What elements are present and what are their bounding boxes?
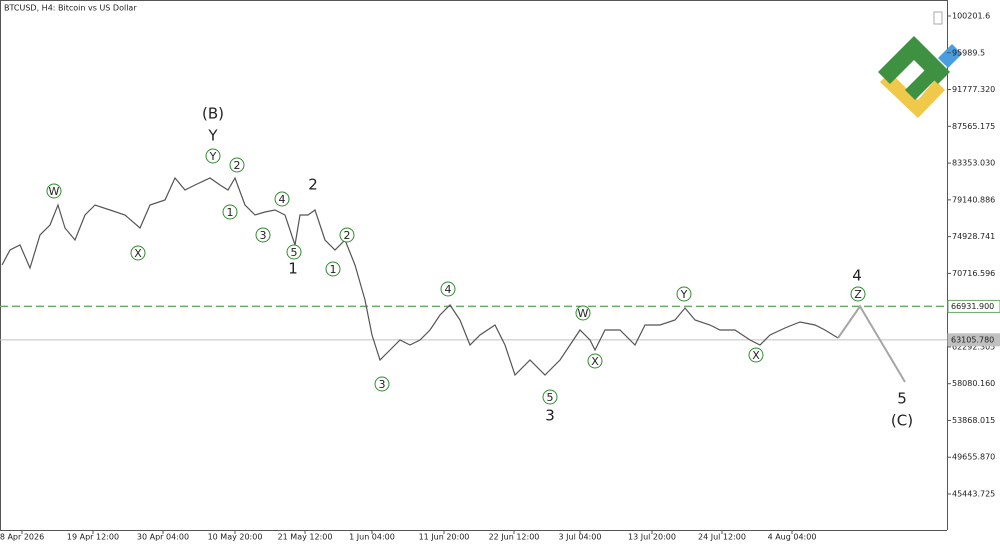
wave-label: 4 — [279, 193, 286, 206]
forecast-line — [837, 304, 906, 383]
y-tick-label: 95989.5 — [952, 48, 985, 57]
y-tick-label: 70716.596 — [952, 269, 995, 278]
wave-label: X — [134, 247, 142, 260]
y-tick-label: 58080.160 — [952, 379, 995, 388]
x-tick-label: 11 Jun 20:00 — [419, 533, 470, 542]
wave-label: Y — [209, 150, 217, 163]
wave-label: (B) — [202, 105, 224, 123]
y-tick-label: 74928.741 — [952, 232, 995, 241]
wave-label: 3 — [260, 229, 267, 242]
scroll-icon — [933, 11, 943, 25]
y-tick-label: 83353.030 — [952, 159, 995, 168]
y-tick-label: 87565.175 — [952, 122, 995, 131]
wave-circle — [339, 227, 355, 243]
wave-circle — [575, 305, 591, 321]
wave-circle — [440, 281, 456, 297]
price-tag-label: 66931.900 — [951, 302, 994, 311]
x-tick-label: 13 Jul 20:00 — [628, 533, 676, 542]
wave-circle — [255, 227, 271, 243]
x-tick-label: 22 Jun 12:00 — [489, 533, 540, 542]
wave-circle — [286, 244, 302, 260]
wave-circle — [222, 204, 238, 220]
wave-circle — [748, 347, 764, 363]
wave-label: 1 — [227, 206, 234, 219]
x-tick-label: 19 Apr 12:00 — [67, 533, 119, 542]
y-tick-label: 91777.320 — [952, 85, 995, 94]
wave-circle — [229, 157, 245, 173]
wave-label: 3 — [545, 407, 555, 425]
x-tick-label: 10 May 20:00 — [208, 533, 263, 542]
wave-label: 5 — [547, 391, 554, 404]
wave-label: 1 — [288, 260, 298, 278]
wave-label: 5 — [291, 246, 298, 259]
wave-label: X — [752, 349, 760, 362]
wave-label: 4 — [445, 283, 452, 296]
y-tick-label: 79140.886 — [952, 195, 995, 204]
x-tick-label: 30 Apr 04:00 — [137, 533, 189, 542]
y-tick-label: 53868.015 — [952, 416, 995, 425]
wave-label: 1 — [330, 263, 337, 276]
wave-label: 2 — [308, 176, 318, 194]
y-tick-label: 62292.305 — [952, 342, 995, 351]
price-line — [1, 176, 839, 377]
price-tag — [947, 333, 1000, 347]
y-tick-label: 49655.870 — [952, 453, 995, 462]
x-tick-label: 8 Apr 2026 — [0, 533, 44, 542]
wave-circle — [542, 389, 558, 405]
wave-circle — [374, 376, 390, 392]
wave-label: W — [578, 307, 589, 320]
wave-circle — [274, 191, 290, 207]
wave-label: X — [591, 355, 599, 368]
wave-label: 3 — [379, 378, 386, 391]
wave-label: Z — [854, 288, 862, 301]
wave-label: Y — [680, 288, 688, 301]
wave-circle — [325, 261, 341, 277]
logo — [878, 36, 962, 118]
wave-label: 2 — [234, 159, 241, 172]
wave-label: (C) — [891, 412, 913, 430]
wave-label: 2 — [344, 229, 351, 242]
wave-circle — [676, 286, 692, 302]
price-tag — [947, 299, 1000, 313]
wave-circle — [46, 183, 62, 199]
wave-circle — [587, 353, 603, 369]
wave-label: 4 — [852, 267, 862, 285]
wave-label: Y — [207, 127, 218, 145]
x-tick-label: 4 Aug 04:00 — [768, 533, 817, 542]
chart-title: BTCUSD, H4: Bitcoin vs US Dollar — [4, 4, 137, 13]
wave-label: W — [49, 185, 60, 198]
wave-circle — [850, 286, 866, 302]
y-tick-label: 100201.6 — [952, 11, 990, 20]
y-tick-label: 45443.725 — [952, 490, 995, 499]
x-tick-label: 1 Jun 04:00 — [349, 533, 395, 542]
x-tick-label: 24 Jul 12:00 — [698, 533, 746, 542]
price-tag-label: 63105.780 — [951, 335, 994, 344]
wave-circle — [205, 148, 221, 164]
x-tick-label: 3 Jul 04:00 — [559, 533, 602, 542]
x-tick-label: 21 May 12:00 — [278, 533, 333, 542]
wave-label: 5 — [897, 390, 907, 408]
wave-circle — [130, 245, 146, 261]
